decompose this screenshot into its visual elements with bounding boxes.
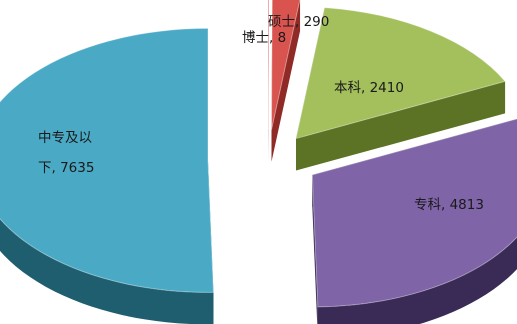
data-label-junior-college: 专科, 4813 xyxy=(414,197,484,213)
data-label-doctor: 博士, 8 xyxy=(242,29,286,46)
data-label-secondary-below-line1: 中专及以 xyxy=(38,130,92,146)
data-label-secondary-below-line2: 下, 7635 xyxy=(38,160,94,176)
data-label-bachelor: 本科, 2410 xyxy=(334,80,404,96)
data-label-master: 硕士, 290 xyxy=(268,14,329,30)
